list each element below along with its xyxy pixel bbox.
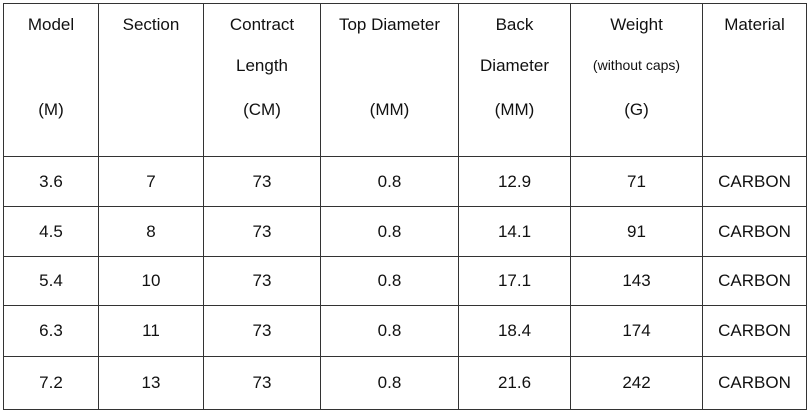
data-cell: 13 xyxy=(98,356,204,410)
header-row: Model Section Contract Length Top Diameter Ba… xyxy=(3,3,807,88)
header-text: Diameter xyxy=(480,56,549,75)
data-cell: 18.4 xyxy=(458,305,571,357)
data-cell: 73 xyxy=(203,156,321,207)
header-text: Weight xyxy=(610,15,663,34)
data-row: 4.5 8 73 0.8 14.1 91 CARBON xyxy=(3,206,807,257)
data-cell: 11 xyxy=(98,305,204,357)
data-cell: CARBON xyxy=(702,356,807,410)
spec-table: Model Section Contract Length Top Diameter Ba… xyxy=(3,3,807,410)
data-cell: 5.4 xyxy=(3,256,99,306)
data-cell: 71 xyxy=(570,156,703,207)
header-cell: Back Diameter xyxy=(458,3,571,88)
data-cell: 0.8 xyxy=(320,256,459,306)
data-cell: 3.6 xyxy=(3,156,99,207)
header-cell: Contract Length xyxy=(203,3,321,88)
data-cell: CARBON xyxy=(702,256,807,306)
data-cell: 7 xyxy=(98,156,204,207)
data-cell: 4.5 xyxy=(3,206,99,257)
data-row: 7.2 13 73 0.8 21.6 242 CARBON xyxy=(3,356,807,410)
data-cell: 21.6 xyxy=(458,356,571,410)
unit-cell: (M) xyxy=(3,88,99,157)
data-cell: 143 xyxy=(570,256,703,306)
data-cell: 73 xyxy=(203,256,321,306)
data-cell: 174 xyxy=(570,305,703,357)
data-cell: 91 xyxy=(570,206,703,257)
data-cell: 73 xyxy=(203,305,321,357)
data-cell: 14.1 xyxy=(458,206,571,257)
data-cell: 0.8 xyxy=(320,206,459,257)
data-cell: CARBON xyxy=(702,156,807,207)
unit-cell: (CM) xyxy=(203,88,321,157)
data-cell: 0.8 xyxy=(320,356,459,410)
unit-cell xyxy=(98,88,204,157)
data-cell: 8 xyxy=(98,206,204,257)
data-cell: 10 xyxy=(98,256,204,306)
data-cell: 0.8 xyxy=(320,156,459,207)
header-cell: Top Diameter xyxy=(320,3,459,88)
unit-cell: (MM) xyxy=(458,88,571,157)
unit-cell xyxy=(702,88,807,157)
header-text: Contract xyxy=(229,15,295,34)
unit-cell: (MM) xyxy=(320,88,459,157)
header-text: Model xyxy=(27,15,75,34)
header-cell: Model xyxy=(3,3,99,88)
unit-cell: (G) xyxy=(570,88,703,157)
data-cell: CARBON xyxy=(702,206,807,257)
data-cell: 73 xyxy=(203,206,321,257)
data-cell: CARBON xyxy=(702,305,807,357)
header-cell: Weight (without caps) xyxy=(570,3,703,88)
header-cell: Section xyxy=(98,3,204,88)
header-text: (without caps) xyxy=(592,57,681,73)
header-text: Top Diameter xyxy=(338,15,441,34)
data-row: 5.4 10 73 0.8 17.1 143 CARBON xyxy=(3,256,807,306)
data-cell: 12.9 xyxy=(458,156,571,207)
data-cell: 0.8 xyxy=(320,305,459,357)
header-text: Material xyxy=(724,15,785,34)
data-row: 3.6 7 73 0.8 12.9 71 CARBON xyxy=(3,156,807,207)
data-row: 6.3 11 73 0.8 18.4 174 CARBON xyxy=(3,305,807,357)
data-cell: 242 xyxy=(570,356,703,410)
header-text: Back xyxy=(495,15,534,34)
header-text: Length xyxy=(236,56,288,75)
header-cell: Material xyxy=(702,3,807,88)
units-row: (M) (CM) (MM) (MM) (G) xyxy=(3,88,807,157)
data-cell: 7.2 xyxy=(3,356,99,410)
header-text: Section xyxy=(122,15,180,34)
data-cell: 17.1 xyxy=(458,256,571,306)
data-cell: 6.3 xyxy=(3,305,99,357)
data-cell: 73 xyxy=(203,356,321,410)
